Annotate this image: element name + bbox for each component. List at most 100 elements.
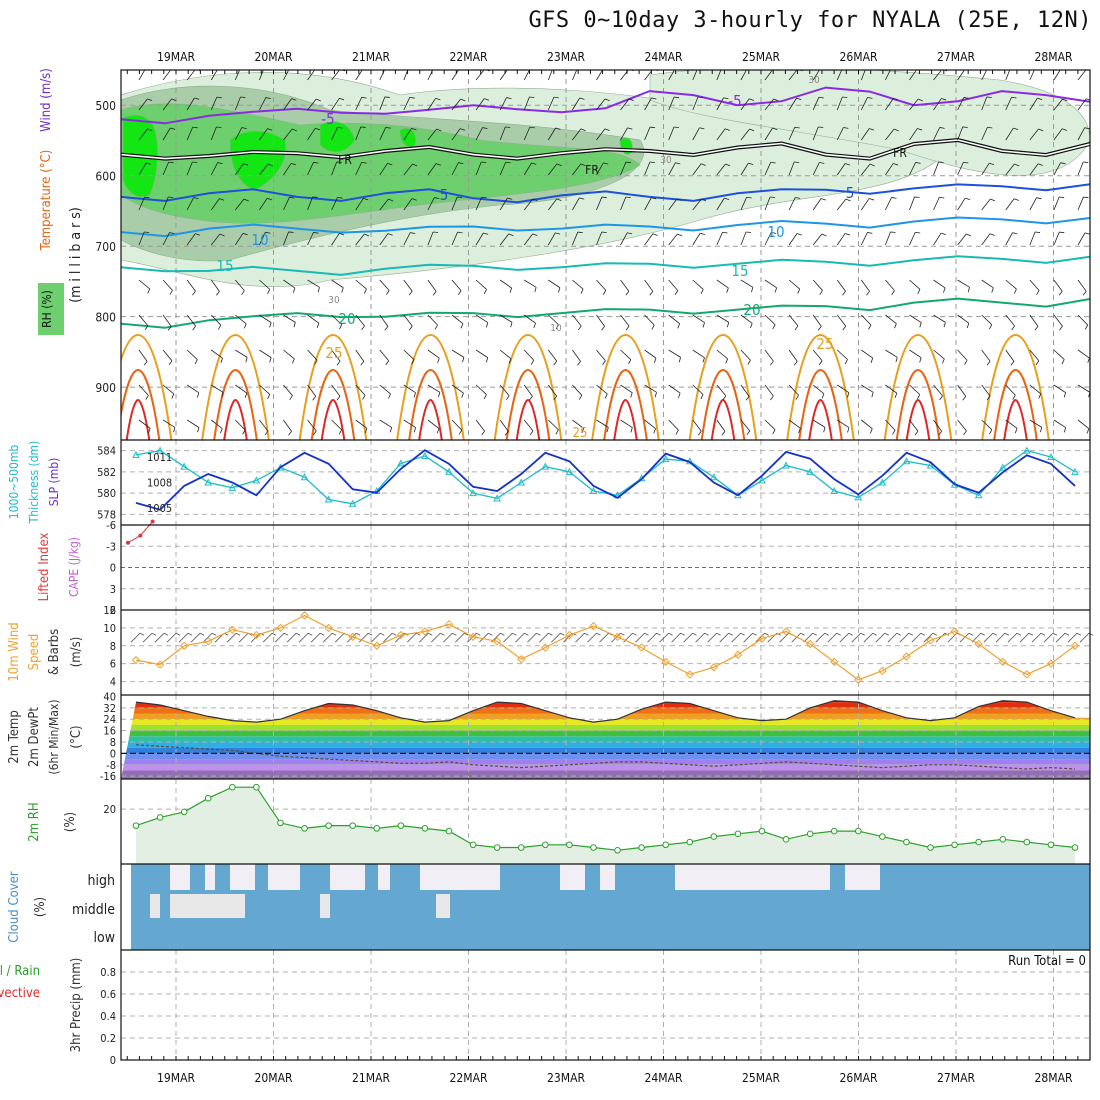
wind-barb-flag [989,324,993,330]
wind-barb [427,314,438,326]
wind-barb-flag [435,163,441,166]
wind-barb-flag [919,357,922,363]
wind-barb [644,314,655,326]
ylabel-rh2m: 2m RH [27,802,42,841]
wind-barb [259,198,268,211]
wind-barb [788,97,797,111]
wind10m-barb-flag [211,632,217,636]
wind-barb-flag [893,163,899,166]
contour-25-cycle [298,333,368,440]
wind-barb [981,96,988,111]
wind-barb [596,231,603,246]
wind-barb-flag [341,70,346,72]
wind-barb [138,279,151,290]
wind-barb [981,198,991,211]
wind-barb-flag [387,162,393,166]
wind10m-point [565,630,574,640]
ylabel-wind-speed: Speed [27,634,42,671]
lifted-index-point [150,519,155,524]
wind-barb-flag [336,360,341,366]
wind-barb [475,419,485,432]
wind-barb-flag [556,198,562,202]
wind-barb [1029,279,1040,291]
ylabel-wind-unit: (m/s) [69,637,84,668]
wind-barb [740,231,747,246]
wind-barb [836,70,843,81]
wind-barb [524,279,537,288]
wind-barb-flag [483,394,487,400]
wind-barb [572,349,581,362]
wind-barb [331,161,338,176]
wind-barb [259,128,268,141]
wind10m-barb [443,632,453,643]
wind-barb [355,314,365,327]
wind-barb [596,384,608,395]
wind10m-point [637,643,646,652]
rh2m-point [373,825,381,832]
wind-barb-flag [171,393,175,399]
wind-barb [836,279,846,292]
wind-barb [836,314,847,327]
wind-barb [620,419,633,428]
contour-30-cycle [121,368,161,440]
wind-barb [331,279,344,289]
wind-barb [692,127,700,141]
ylabel-thickness-a: 1000~500mb [7,445,21,520]
wind-barb [162,384,175,395]
wind-barb-flag [1036,67,1041,68]
rh2m-point [686,838,694,846]
wind-barb-flag [963,161,969,164]
wind-barb [403,419,416,428]
wind-barb [307,279,320,288]
wind-barb-flag [917,128,923,131]
wind-barb-flag [1014,428,1018,434]
wind-barb [427,70,434,81]
rh2m-point [1071,844,1079,851]
wind10m-barb [815,632,826,643]
wind-barb-flag [1062,128,1068,131]
wind-barb [764,162,772,176]
slp-tick-label: 1011 [147,451,172,464]
wind-barb [259,279,271,290]
wind-barb [957,97,965,111]
wind-barb [138,128,148,141]
wind10m-barb-flag [740,632,745,636]
thickness-point [878,478,887,486]
thickness-point [300,473,309,481]
wind-barb [1029,197,1037,211]
wind-barb-flag [555,127,561,130]
wind-barb-flag [1038,128,1044,132]
wind-barb-flag [673,126,679,128]
wind-barb [235,279,245,291]
wind-barb-flag [625,325,630,331]
wind-barb [355,97,363,111]
wind-barb [403,97,411,111]
wind-barb [186,233,196,246]
wind-barb [692,198,702,211]
wind-barb [186,314,196,327]
wind10m-barb [226,632,237,643]
wind-barb-flag [387,233,393,236]
wind-barb [331,98,340,111]
wind-barb [668,198,678,211]
wind-barb [933,70,942,81]
wind-barb [307,419,317,432]
wind-barb-flag [462,357,465,363]
wind-barb [933,98,942,111]
wind-barb-flag [197,427,200,433]
wind-barb [451,314,464,325]
wind-barb [740,349,751,361]
wind10m-barb [695,632,705,643]
wind-barb-flag [894,392,898,398]
wind-barb-flag [748,68,753,69]
wind-barb [523,198,534,211]
wind-barb-flag [602,360,606,366]
wind10m-barb-flag [295,632,301,636]
wind10m-barb [635,632,645,643]
wind-barb [572,97,580,111]
temp-band [121,747,1090,754]
wind-barb-flag [457,196,463,198]
cloud-gap-high [378,864,390,890]
wind-barb [210,349,223,359]
wind-barb-flag [990,198,996,202]
